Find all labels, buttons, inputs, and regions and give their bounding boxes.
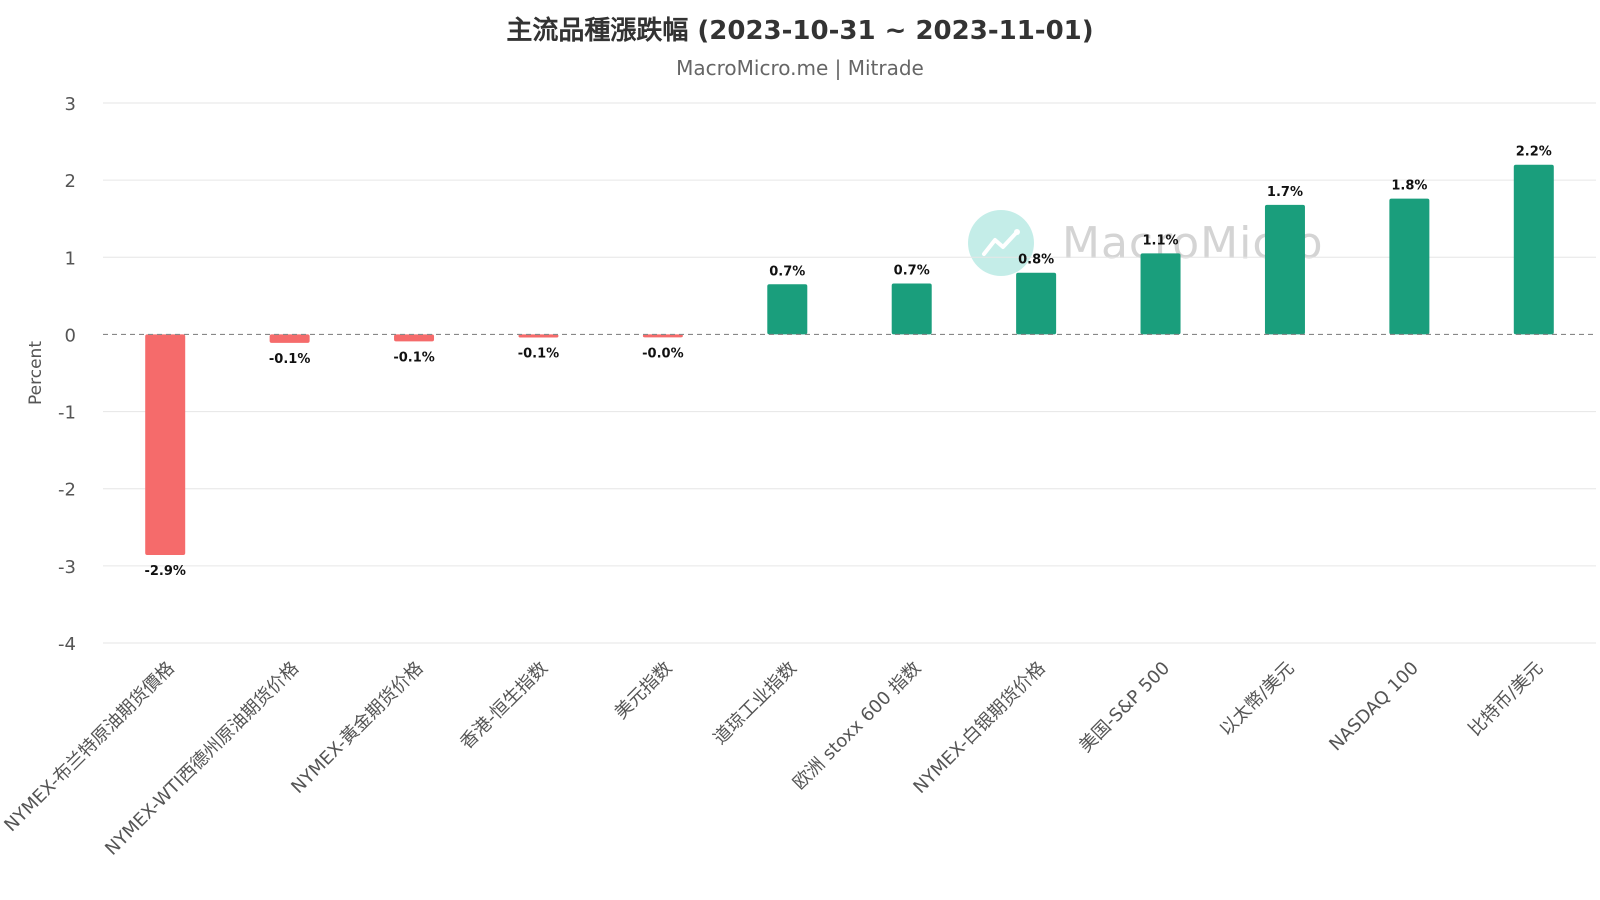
bar <box>1016 272 1057 335</box>
x-tick-label: 道琼工业指数 <box>710 658 801 749</box>
y-tick-label: -1 <box>58 403 76 424</box>
data-label: 2.2% <box>1516 145 1552 160</box>
bar <box>1140 253 1181 335</box>
x-tick-label: NYMEX-白银期货价格 <box>909 658 1049 798</box>
y-tick-label: -4 <box>58 634 76 655</box>
bar <box>269 334 310 343</box>
bar <box>1264 204 1305 335</box>
data-label: -0.1% <box>393 350 434 365</box>
data-label: -0.1% <box>518 347 559 362</box>
data-label: 1.8% <box>1391 179 1427 194</box>
x-tick-label: 香港-恒生指数 <box>456 658 552 754</box>
x-tick-label: 美国-S&P 500 <box>1075 658 1174 757</box>
y-tick-label: 1 <box>65 248 76 269</box>
y-tick-label: 3 <box>65 94 76 115</box>
bar <box>1513 164 1554 335</box>
data-label: -0.0% <box>642 346 683 361</box>
x-tick-label: NASDAQ 100 <box>1325 658 1423 756</box>
bar <box>642 334 683 338</box>
data-label: 1.7% <box>1267 185 1303 200</box>
data-label: 0.8% <box>1018 253 1054 268</box>
bar <box>1389 198 1430 335</box>
bar <box>145 334 186 556</box>
y-axis-title: Percent <box>26 341 46 405</box>
bar <box>767 284 808 335</box>
x-tick-label: 美元指数 <box>611 658 677 724</box>
y-tick-label: 0 <box>65 325 76 346</box>
y-tick-label: -2 <box>58 480 76 501</box>
data-label: 1.1% <box>1143 233 1179 248</box>
data-label: 0.7% <box>894 264 930 279</box>
chart-subtitle: MacroMicro.me | Mitrade <box>676 56 924 80</box>
x-tick-label: NYMEX-WTI西德州原油期货价格 <box>101 658 303 860</box>
y-tick-label: -3 <box>58 557 76 578</box>
data-label: 0.7% <box>769 264 805 279</box>
x-tick-label: 比特币/美元 <box>1465 658 1548 741</box>
trend-icon <box>968 210 1034 276</box>
x-tick-label: NYMEX-黃金期货价格 <box>287 658 427 798</box>
bar <box>891 283 932 335</box>
bar <box>518 334 559 338</box>
bar <box>394 334 435 342</box>
chart-title: 主流品種漲跌幅 (2023-10-31 ~ 2023-11-01) <box>506 16 1094 46</box>
x-tick-label: 欧洲 stoxx 600 指数 <box>789 658 925 794</box>
data-label: -0.1% <box>269 352 310 367</box>
y-tick-label: 2 <box>65 171 76 192</box>
x-tick-label: 以太幣/美元 <box>1216 658 1299 741</box>
data-label: -2.9% <box>144 564 185 579</box>
